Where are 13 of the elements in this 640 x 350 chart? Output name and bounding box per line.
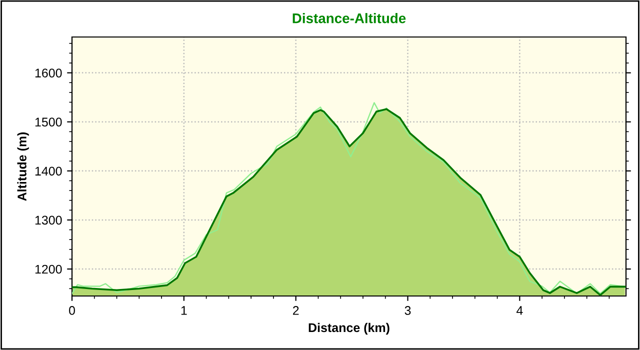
y-tick-label: 1600 (35, 68, 62, 78)
x-axis-title: Distance (km) (308, 322, 390, 335)
x-tick-label: 3 (404, 306, 411, 315)
y-tick-label: 1400 (35, 166, 62, 176)
chart-title: Distance-Altitude (292, 13, 406, 24)
y-axis-title: Altitude (m) (17, 132, 29, 201)
x-tick-label: 1 (181, 306, 187, 315)
x-tick-label: 4 (516, 306, 523, 315)
x-tick-label: 0 (69, 306, 75, 315)
y-tick-label: 1300 (35, 216, 62, 225)
x-tick-label: 2 (292, 306, 299, 315)
y-tick-label: 1500 (35, 118, 62, 127)
y-tick-label: 1200 (35, 264, 62, 274)
